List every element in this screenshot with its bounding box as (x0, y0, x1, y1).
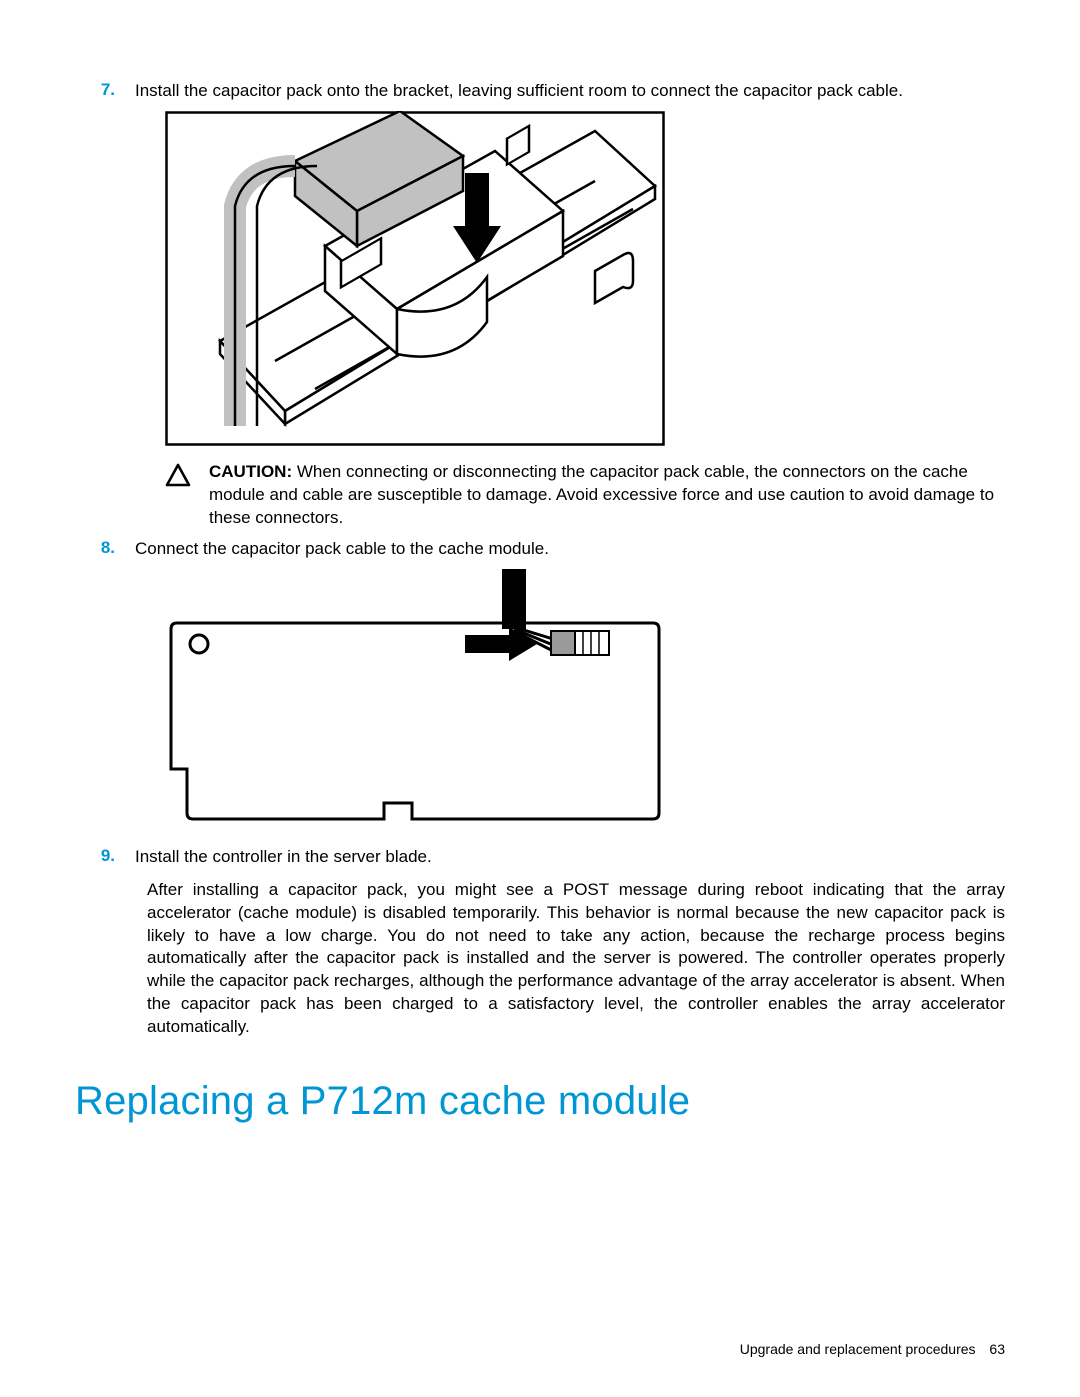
caution-text: CAUTION: When connecting or disconnectin… (199, 461, 1005, 530)
section-heading: Replacing a P712m cache module (75, 1079, 1005, 1124)
step-9-number: 9. (75, 846, 135, 866)
figure-2-svg (165, 569, 665, 831)
step-9-text: Install the controller in the server bla… (135, 846, 1005, 869)
step-7: 7. Install the capacitor pack onto the b… (75, 80, 1005, 103)
step-8-text: Connect the capacitor pack cable to the … (135, 538, 1005, 561)
footer-page-number: 63 (989, 1341, 1005, 1357)
caution-label: CAUTION: (209, 462, 292, 481)
step-8: 8. Connect the capacitor pack cable to t… (75, 538, 1005, 561)
step-7-number: 7. (75, 80, 135, 100)
figure-capacitor-bracket (165, 111, 1005, 451)
step-9: 9. Install the controller in the server … (75, 846, 1005, 869)
step-7-text: Install the capacitor pack onto the brac… (135, 80, 1005, 103)
step-8-number: 8. (75, 538, 135, 558)
figure-cache-module (165, 569, 1005, 836)
caution-block: CAUTION: When connecting or disconnectin… (165, 461, 1005, 530)
caution-icon (165, 461, 199, 492)
caution-body: When connecting or disconnecting the cap… (209, 462, 994, 527)
page-footer: Upgrade and replacement procedures 63 (740, 1341, 1005, 1357)
post-install-paragraph: After installing a capacitor pack, you m… (147, 879, 1005, 1040)
document-page: 7. Install the capacitor pack onto the b… (0, 0, 1080, 1397)
figure-1-svg (165, 111, 665, 446)
footer-text: Upgrade and replacement procedures (740, 1341, 976, 1357)
